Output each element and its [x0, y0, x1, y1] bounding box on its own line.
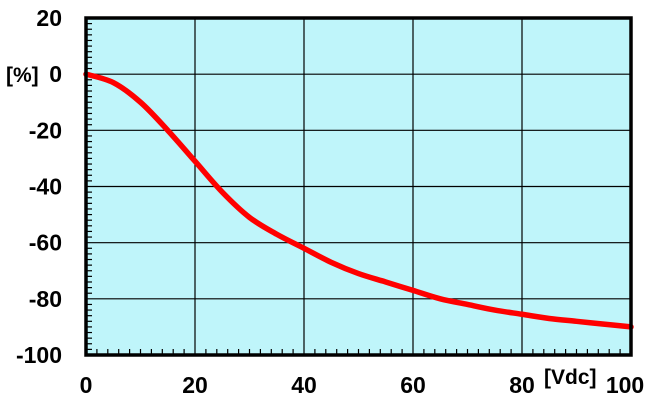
y-tick-label: -100 [16, 342, 62, 368]
x-tick-label: 100 [606, 372, 644, 398]
y-tick-label: -80 [29, 286, 62, 312]
x-tick-label: 80 [509, 372, 535, 398]
x-tick-label: 40 [291, 372, 317, 398]
y-axis-label: [%] [6, 64, 39, 87]
series-line-1 [83, 71, 634, 330]
x-tick-label: 60 [400, 372, 426, 398]
y-tick-label: 20 [36, 5, 62, 31]
y-tick-label: -40 [29, 174, 62, 200]
y-tick-label: -60 [29, 230, 62, 256]
x-tick-label: 0 [80, 372, 93, 398]
x-tick-label: 20 [182, 372, 208, 398]
x-axis-label: [Vdc] [544, 366, 597, 389]
y-tick-label: -20 [29, 117, 62, 143]
plot-border [84, 16, 633, 357]
y-tick-label: 0 [49, 61, 62, 87]
